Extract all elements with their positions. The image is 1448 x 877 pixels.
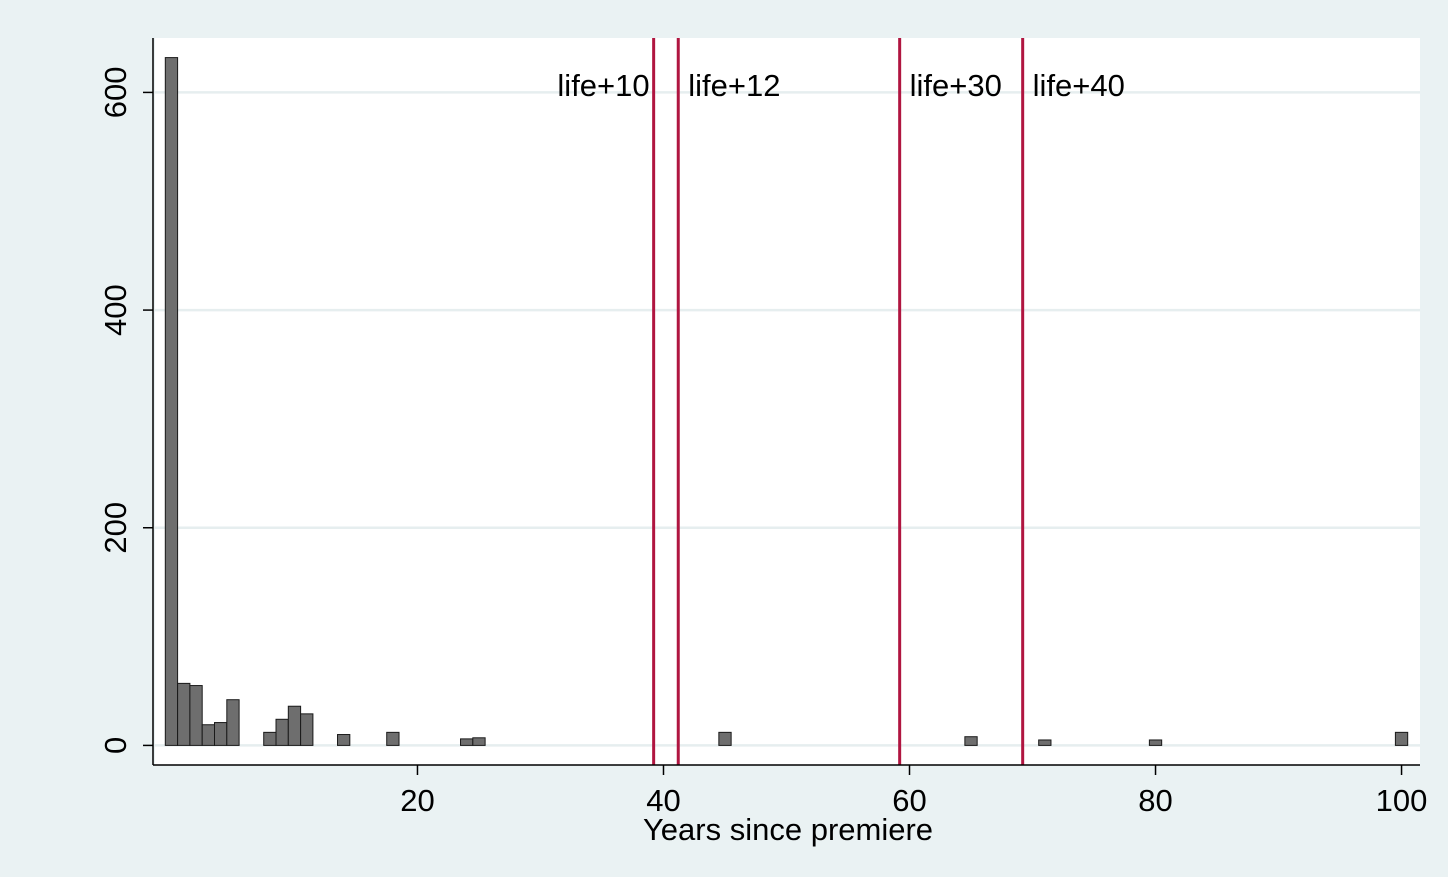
axes	[152, 38, 1420, 766]
gridlines	[153, 91, 1420, 747]
bar-x-8	[263, 731, 277, 746]
reference-label-life+10: life+10	[557, 68, 649, 103]
bar-x-65	[964, 736, 978, 746]
bar-x-5	[226, 699, 240, 746]
bar-x-4	[214, 722, 228, 746]
bar-x-100	[1394, 731, 1409, 746]
bar-x-24	[460, 738, 474, 746]
bar-x-2	[189, 685, 203, 746]
bar-x-45	[718, 731, 732, 746]
x-axis-title: Years since premiere	[643, 812, 933, 847]
reference-lines: life+10 life+12 life+30 life+40	[557, 38, 1125, 765]
y-tick-label-200: 200	[98, 502, 133, 554]
bar-x-1	[177, 682, 191, 746]
bar-x-25	[472, 737, 486, 746]
reference-label-life+30: life+30	[910, 68, 1002, 103]
bars	[164, 57, 1409, 746]
y-tick-label-600: 600	[98, 67, 133, 119]
x-tick-label-100: 100	[1376, 783, 1428, 818]
x-tick-label-80: 80	[1138, 783, 1172, 818]
x-tick-label-20: 20	[400, 783, 434, 818]
plot-area	[155, 38, 1420, 765]
y-tick-label-400: 400	[98, 284, 133, 336]
x-tick-label-40: 40	[646, 783, 680, 818]
bar-x-9	[275, 718, 289, 746]
bar-x-80	[1148, 739, 1163, 746]
bar-x-14	[337, 734, 351, 746]
y-tick-label-0: 0	[98, 737, 133, 754]
ticks: 20 40 60 80 100 0 200 400 600	[98, 67, 1427, 818]
bar-x-18	[386, 731, 400, 746]
bar-x-10	[287, 705, 302, 746]
x-tick-label-60: 60	[892, 783, 926, 818]
bar-x-11	[300, 713, 314, 746]
reference-label-life+40: life+40	[1033, 68, 1125, 103]
bar-x-3	[201, 724, 216, 746]
reference-label-life+12: life+12	[688, 68, 780, 103]
bar-x-0	[164, 57, 179, 746]
bar-x-71	[1038, 739, 1052, 746]
